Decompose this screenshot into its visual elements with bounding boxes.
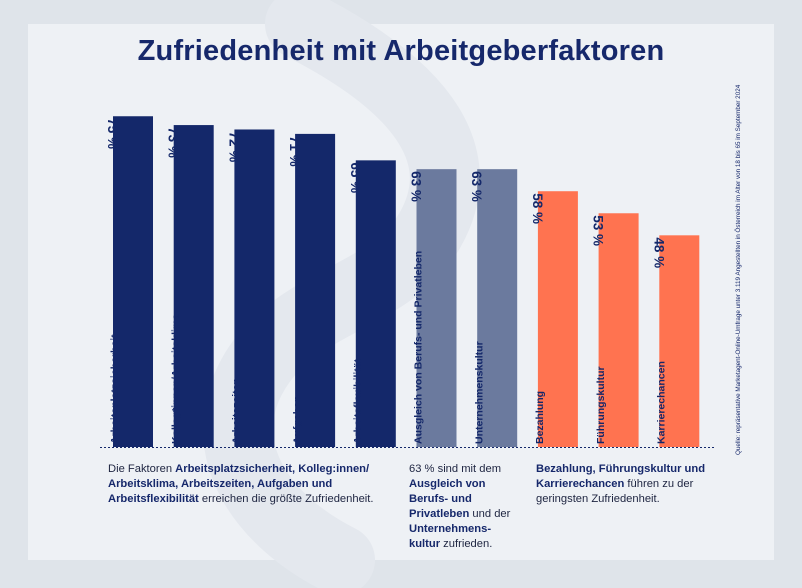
value-label: 63 %: [409, 171, 424, 202]
bar: [234, 129, 275, 448]
bar: [598, 213, 639, 447]
note-highlight: Ausgleich von Berufs- und Privatleben: [409, 478, 486, 520]
value-label: 73 %: [166, 127, 181, 158]
chart-title: Zufriedenheit mit Arbeitgeberfaktoren: [137, 35, 665, 67]
note-bottom-factors: Bezahlung, Führungskultur und Karrierech…: [536, 462, 711, 507]
category-label: Bezahlung: [534, 391, 546, 444]
note-highlight: Arbeitsplatzsicherheit, Kolleg:innen/ Ar…: [108, 463, 370, 505]
note-top-factors: Die Faktoren Arbeitsplatzsicherheit, Kol…: [108, 462, 398, 507]
value-label: 63 %: [469, 171, 484, 202]
note-text: und der: [469, 508, 511, 520]
note-text: zufrieden.: [440, 538, 493, 550]
bar: [173, 125, 214, 447]
bar: [295, 133, 336, 447]
note-text: 63 % sind mit dem: [409, 463, 502, 475]
bar: [659, 235, 700, 447]
category-label: Ausgleich von Berufs- und Privatleben: [413, 251, 425, 444]
note-highlight: Bezahlung, Führungskultur und Karrierech…: [536, 463, 706, 490]
category-label: Unternehmenskultur: [473, 341, 485, 444]
note-middle-factors: 63 % sind mit dem Ausgleich von Berufs- …: [409, 462, 524, 552]
source-note: Quelle: repräsentative Marketagent-Onlin…: [735, 84, 742, 455]
bar: [355, 160, 396, 447]
category-label: Führungskultur: [595, 366, 607, 444]
bar: [537, 191, 578, 447]
category-label: Kolleg*innen/Arbeitsklima: [170, 314, 182, 444]
value-label: 58 %: [530, 193, 545, 224]
value-label: 71 %: [287, 136, 302, 167]
note-text: führen zu der geringsten Zufriedenheit.: [536, 478, 694, 505]
bar: [113, 116, 153, 447]
category-label: Arbeitsplatzsicherheit: [109, 334, 121, 444]
value-label: 65 %: [348, 162, 363, 193]
category-label: Karrierechancen: [656, 361, 668, 444]
bar: [477, 169, 518, 448]
note-highlight: Unternehmens- kultur: [409, 523, 492, 550]
bar: [416, 169, 457, 448]
value-label: 53 %: [591, 215, 606, 246]
category-label: Arbeitszeiten: [231, 378, 243, 444]
category-label: Arbeitsflexibilität: [352, 358, 364, 444]
value-label: 72 %: [226, 131, 241, 162]
category-label: Aufgaben: [291, 396, 303, 444]
note-text: erreichen die größte Zufriedenheit.: [198, 493, 374, 505]
note-text: Die Faktoren: [108, 463, 176, 475]
value-label: 48 %: [651, 237, 666, 268]
value-label: 75 %: [105, 118, 120, 149]
